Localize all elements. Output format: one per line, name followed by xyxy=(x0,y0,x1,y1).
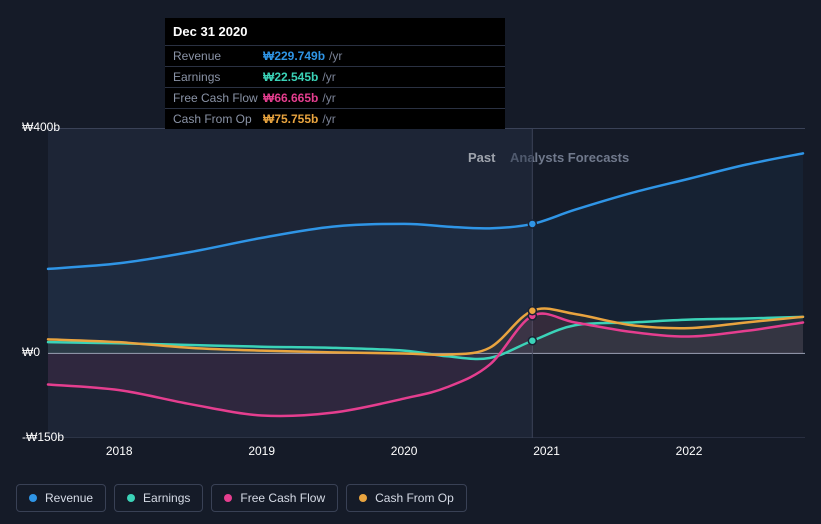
tooltip-row: Cash From Op₩75.755b/yr xyxy=(165,109,505,129)
legend-label: Revenue xyxy=(45,491,93,505)
legend-label: Earnings xyxy=(143,491,190,505)
legend-item[interactable]: Revenue xyxy=(16,484,106,512)
tooltip-row-label: Revenue xyxy=(173,49,263,63)
legend-item[interactable]: Earnings xyxy=(114,484,203,512)
tooltip-row: Free Cash Flow₩66.665b/yr xyxy=(165,88,505,109)
legend-dot xyxy=(29,494,37,502)
plot-area xyxy=(16,128,805,478)
legend-label: Cash From Op xyxy=(375,491,454,505)
legend-dot xyxy=(224,494,232,502)
legend-item[interactable]: Free Cash Flow xyxy=(211,484,338,512)
legend-item[interactable]: Cash From Op xyxy=(346,484,467,512)
y-axis-tick: -₩150b xyxy=(22,430,64,444)
tooltip-row-label: Earnings xyxy=(173,70,263,84)
x-axis-tick: 2019 xyxy=(248,444,275,458)
legend: Revenue Earnings Free Cash Flow Cash From O… xyxy=(16,484,467,512)
tooltip-row-suffix: /yr xyxy=(322,112,335,126)
tooltip-row: Earnings₩22.545b/yr xyxy=(165,67,505,88)
tooltip-row-label: Free Cash Flow xyxy=(173,91,263,105)
tooltip-row-suffix: /yr xyxy=(322,70,335,84)
x-axis-tick: 2020 xyxy=(391,444,418,458)
legend-label: Free Cash Flow xyxy=(240,491,325,505)
legend-dot xyxy=(359,494,367,502)
y-axis-tick: ₩400b xyxy=(22,120,60,134)
tooltip-row-value: ₩22.545b xyxy=(263,70,318,84)
tooltip-date: Dec 31 2020 xyxy=(165,18,505,46)
tooltip-row-suffix: /yr xyxy=(329,49,342,63)
tooltip-row-value: ₩66.665b xyxy=(263,91,318,105)
tooltip-row-suffix: /yr xyxy=(322,91,335,105)
financial-chart: Dec 31 2020 Revenue₩229.749b/yrEarnings₩… xyxy=(0,0,821,524)
legend-dot xyxy=(127,494,135,502)
y-axis-tick: ₩0 xyxy=(22,345,40,359)
tooltip-row-value: ₩229.749b xyxy=(263,49,325,63)
tooltip-row-label: Cash From Op xyxy=(173,112,263,126)
x-axis-tick: 2021 xyxy=(533,444,560,458)
x-axis-tick: 2022 xyxy=(676,444,703,458)
chart-svg xyxy=(16,128,805,438)
tooltip-row-value: ₩75.755b xyxy=(263,112,318,126)
x-axis-tick: 2018 xyxy=(106,444,133,458)
tooltip-row: Revenue₩229.749b/yr xyxy=(165,46,505,67)
chart-tooltip: Dec 31 2020 Revenue₩229.749b/yrEarnings₩… xyxy=(165,18,505,129)
